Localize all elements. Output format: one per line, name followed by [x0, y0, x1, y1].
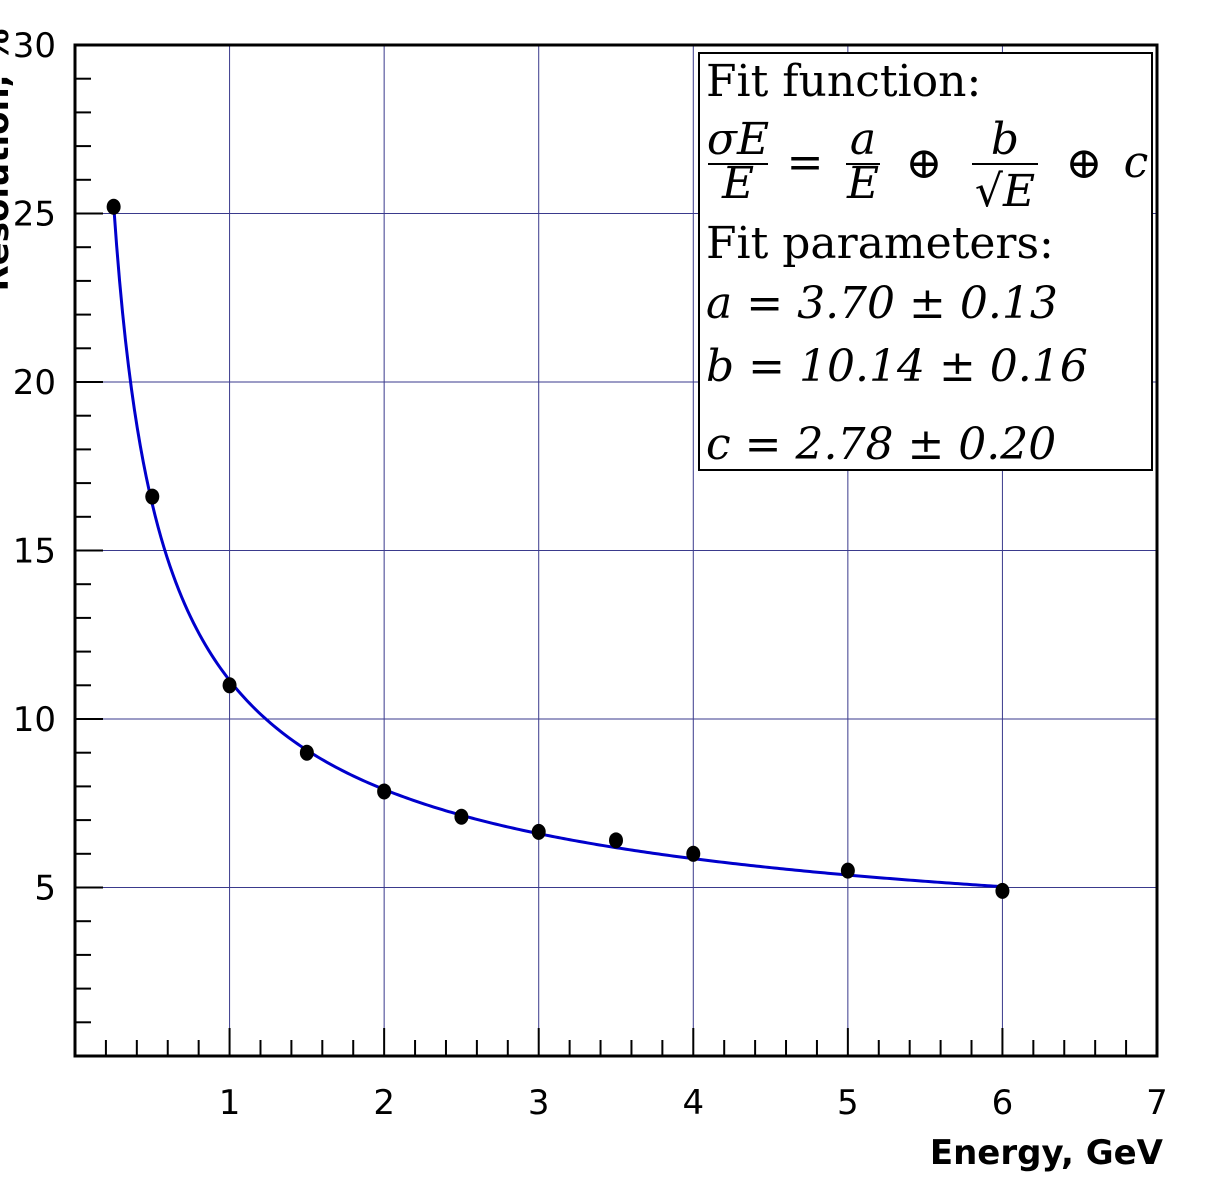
formula-a-denominator: E — [846, 158, 879, 209]
fit-layer — [112, 204, 1003, 889]
y-tick-label: 15 — [13, 532, 56, 572]
y-tick-label: 5 — [34, 869, 56, 909]
fit-formula: σE E = a E ⊕ b √E ⊕ c — [707, 114, 1148, 217]
formula-a-numerator: a — [850, 114, 876, 165]
data-point — [454, 808, 469, 825]
formula-equals: = — [787, 137, 824, 188]
fit-legend: Fit function: σE E = a E ⊕ b √E ⊕ c Fit … — [698, 52, 1153, 471]
y-tick-label: 30 — [13, 26, 56, 66]
data-point — [840, 862, 855, 879]
data-point — [686, 845, 701, 862]
data-point — [377, 783, 392, 800]
formula-b-numerator: b — [991, 114, 1019, 165]
formula-lhs-numerator: σE — [707, 114, 769, 165]
x-axis-title: Energy, GeV — [930, 1133, 1164, 1173]
formula-oplus-1: ⊕ — [906, 138, 943, 189]
legend-title: Fit function: — [706, 56, 981, 107]
x-tick-label: 5 — [837, 1083, 859, 1123]
legend-param-c: c = 2.78 ± 0.20 — [706, 419, 1056, 470]
formula-oplus-2: ⊕ — [1066, 138, 1103, 189]
x-tick-label: 6 — [992, 1083, 1014, 1123]
x-tick-label: 7 — [1146, 1083, 1168, 1123]
x-tick-label: 2 — [373, 1083, 395, 1123]
data-point — [531, 823, 546, 840]
formula-lhs-denominator: E — [721, 158, 754, 209]
legend-params-title: Fit parameters: — [706, 218, 1054, 269]
legend-box — [698, 52, 1153, 471]
data-points — [106, 198, 1010, 899]
tick-labels: 1 2 3 4 5 6 7 5 10 15 20 25 30 — [13, 26, 1168, 1123]
x-tick-label: 4 — [682, 1083, 704, 1123]
y-tick-label: 10 — [13, 700, 56, 740]
formula-c: c — [1124, 137, 1149, 188]
data-point — [106, 198, 121, 215]
x-tick-label: 1 — [219, 1083, 241, 1123]
data-point — [145, 488, 160, 505]
data-point — [609, 832, 623, 849]
data-point — [299, 744, 314, 761]
y-axis-title: Resolution, % — [0, 29, 17, 292]
legend-param-b: b = 10.14 ± 0.16 — [706, 341, 1088, 392]
formula-b-denominator: √E — [975, 166, 1035, 217]
y-tick-label: 25 — [13, 195, 56, 235]
y-tick-label: 20 — [13, 363, 56, 403]
data-point — [222, 677, 237, 694]
legend-param-a: a = 3.70 ± 0.13 — [706, 278, 1058, 329]
axis-ticks — [75, 77, 1128, 1056]
data-point — [995, 882, 1010, 899]
x-tick-label: 3 — [528, 1083, 550, 1123]
fit-curve — [112, 204, 1003, 889]
